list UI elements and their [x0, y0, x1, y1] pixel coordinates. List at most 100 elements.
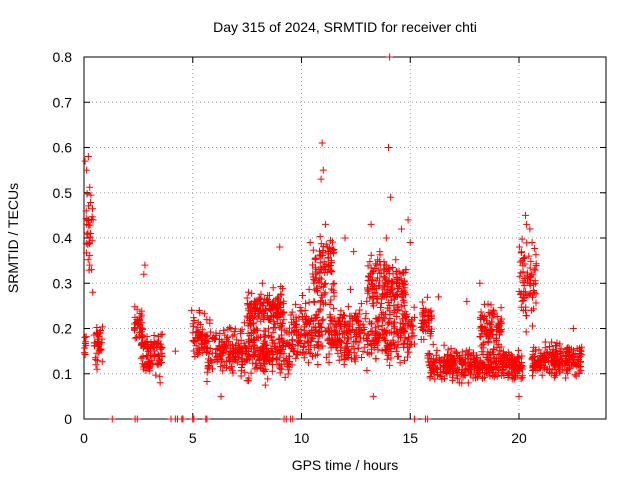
data-point [519, 279, 527, 287]
data-point [316, 323, 324, 331]
data-point [404, 216, 412, 224]
data-point [484, 300, 492, 308]
data-point [435, 293, 443, 301]
data-point [302, 321, 310, 329]
data-point [386, 265, 394, 273]
data-point [144, 347, 152, 355]
data-point [295, 339, 303, 347]
data-point [263, 341, 271, 349]
y-tick-label: 0.3 [53, 275, 73, 291]
data-point [269, 336, 277, 344]
data-point [83, 190, 91, 198]
data-point [216, 342, 224, 350]
data-point [447, 345, 455, 353]
data-point [95, 347, 103, 355]
data-point [525, 252, 533, 260]
data-point [393, 290, 401, 298]
data-point [252, 298, 260, 306]
data-point [401, 308, 409, 316]
data-point [486, 319, 494, 327]
data-point [372, 277, 380, 285]
data-point [372, 260, 380, 268]
data-point [516, 290, 524, 298]
data-point [344, 303, 352, 311]
data-point [253, 305, 261, 313]
data-point [188, 306, 196, 314]
data-point [319, 315, 327, 323]
data-point [270, 318, 278, 326]
data-point [131, 334, 139, 342]
data-point [470, 356, 478, 364]
data-point [300, 350, 308, 358]
data-point [462, 351, 470, 359]
data-point [225, 350, 233, 358]
data-point [395, 352, 403, 360]
data-point [562, 374, 570, 382]
data-point [477, 324, 485, 332]
data-point [82, 249, 90, 257]
data-point [206, 328, 214, 336]
data-point [262, 342, 270, 350]
data-point [88, 266, 96, 274]
data-point [209, 365, 217, 373]
data-point [458, 365, 466, 373]
data-point [327, 327, 335, 335]
data-point [365, 331, 373, 339]
data-point [264, 331, 272, 339]
data-point [425, 358, 433, 366]
data-point [336, 337, 344, 345]
data-point [327, 296, 335, 304]
data-point [488, 318, 496, 326]
data-point [230, 344, 238, 352]
data-point [204, 358, 212, 366]
data-point [190, 317, 198, 325]
data-point [572, 372, 580, 380]
data-point [258, 301, 266, 309]
data-point [247, 369, 255, 377]
data-point [201, 310, 209, 318]
data-point [380, 335, 388, 343]
data-point [453, 372, 461, 380]
data-point [526, 281, 534, 289]
data-point [366, 340, 374, 348]
data-point [466, 362, 474, 370]
data-point [352, 328, 360, 336]
data-point [567, 361, 575, 369]
data-point [369, 293, 377, 301]
data-point [275, 336, 283, 344]
data-point [334, 318, 342, 326]
data-point [326, 250, 334, 258]
data-point [522, 312, 530, 320]
data-point [327, 236, 335, 244]
data-point-zero [289, 415, 297, 423]
data-point [378, 322, 386, 330]
data-point [148, 352, 156, 360]
data-point [138, 328, 146, 336]
data-point [526, 272, 534, 280]
data-point [486, 372, 494, 380]
data-point-zero [424, 415, 432, 423]
data-point [288, 336, 296, 344]
data-point [529, 372, 537, 380]
data-point [425, 323, 433, 331]
data-point [495, 369, 503, 377]
data-point [194, 324, 202, 332]
data-point [335, 356, 343, 364]
data-point [497, 318, 505, 326]
data-point [273, 355, 281, 363]
data-point [371, 333, 379, 341]
data-point [259, 343, 267, 351]
data-point [261, 337, 269, 345]
data-point [191, 353, 199, 361]
data-point [259, 302, 267, 310]
data-point [484, 348, 492, 356]
data-point [396, 359, 404, 367]
data-point [431, 375, 439, 383]
data-point [427, 327, 435, 335]
data-point [363, 366, 371, 374]
data-point [478, 348, 486, 356]
data-point [329, 246, 337, 254]
data-point [406, 239, 414, 247]
data-point [261, 381, 269, 389]
